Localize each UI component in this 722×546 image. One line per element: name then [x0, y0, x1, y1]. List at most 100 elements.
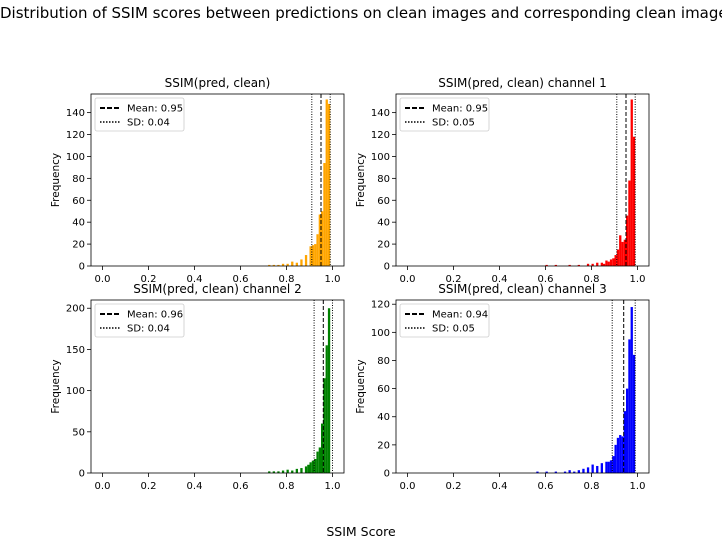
histogram-bar	[596, 262, 599, 266]
legend-box	[399, 303, 490, 338]
y-tick-label: 40	[377, 218, 390, 229]
histogram-bar	[327, 103, 331, 267]
axes-frame	[90, 93, 345, 267]
histogram-bar	[291, 261, 294, 266]
histogram-bar	[632, 136, 636, 266]
y-tick-label: 20	[377, 240, 390, 251]
histogram-bar	[281, 263, 285, 266]
histogram-bar	[607, 461, 610, 473]
histogram-bar	[573, 471, 576, 473]
histogram-bar	[554, 264, 557, 266]
panel-title: SSIM(pred, clean) channel 3	[438, 282, 606, 296]
y-tick-label: 40	[377, 412, 390, 423]
axes-frame	[395, 299, 650, 474]
x-tick-label: 0.2	[446, 481, 462, 492]
histogram-bar	[619, 235, 622, 266]
histogram-bar	[300, 468, 303, 473]
histogram-bar	[609, 259, 613, 266]
y-tick-label: 0	[384, 262, 390, 273]
x-tick-label: 0.6	[233, 481, 249, 492]
histogram-bar	[603, 263, 606, 266]
y-tick-label: 100	[371, 152, 390, 163]
histogram-bar	[623, 239, 626, 266]
histogram-bar	[545, 471, 548, 473]
x-tick-label: 1.0	[325, 481, 341, 492]
histogram-bar	[309, 462, 312, 473]
legend: Mean: 0.94 SD: 0.05	[399, 303, 490, 338]
histogram-bar	[628, 180, 631, 266]
histogram-panel-3: 0.0 0.2 0.4 0.6 0.8 1.0 0 50 100 150 200 SSIM(pred,…	[50, 282, 345, 492]
histogram-bar	[577, 470, 580, 473]
x-tick-label: 0.2	[141, 481, 157, 492]
legend-mean-label: Mean: 0.94	[432, 310, 488, 321]
y-tick-label: 120	[371, 130, 390, 141]
histogram-bar	[616, 437, 620, 473]
y-tick-label: 100	[66, 386, 85, 397]
y-tick-label: 20	[72, 240, 85, 251]
y-tick-label: 20	[377, 440, 390, 451]
axes-frame	[90, 299, 345, 474]
y-tick-label: 80	[72, 174, 85, 185]
histogram-bar	[321, 423, 324, 473]
legend-mean-label: Mean: 0.96	[127, 310, 183, 321]
histogram-bar	[623, 411, 626, 473]
histogram-bar	[536, 471, 539, 473]
histogram-bar	[568, 264, 571, 266]
y-tick-label: 140	[66, 108, 85, 119]
histogram-bar	[272, 264, 275, 266]
histogram-bar	[628, 339, 631, 473]
x-tick-label: 0.6	[538, 274, 554, 285]
y-tick-label: 60	[377, 196, 390, 207]
x-tick-label: 0.2	[446, 274, 462, 285]
histogram-bar	[311, 245, 315, 266]
y-tick-label: 80	[377, 174, 390, 185]
y-tick-label: 0	[79, 469, 85, 480]
histogram-bar	[295, 468, 298, 473]
x-tick-label: 0.4	[492, 481, 508, 492]
histogram-bar	[630, 307, 633, 473]
histogram-bar	[272, 471, 275, 473]
x-tick-label: 0.0	[95, 274, 111, 285]
y-tick-label: 120	[371, 300, 390, 311]
y-axis-label: Frequency	[50, 359, 62, 413]
y-tick-label: 60	[72, 196, 85, 207]
x-tick-label: 0.8	[279, 274, 295, 285]
histogram-bar	[286, 263, 289, 266]
legend-box	[94, 97, 185, 132]
histogram-bar	[268, 264, 271, 266]
histogram-bar	[586, 467, 590, 473]
histogram-bar	[309, 246, 312, 266]
legend: Mean: 0.95 SD: 0.05	[399, 97, 490, 132]
histogram-bar	[626, 215, 629, 266]
y-axis-label: Frequency	[355, 153, 367, 207]
legend-mean-label: Mean: 0.95	[432, 104, 488, 115]
histogram-bar	[577, 264, 580, 266]
histogram-bar	[316, 234, 319, 266]
histogram-bar	[600, 262, 603, 266]
histogram-bar	[545, 264, 548, 266]
histogram-bar	[600, 463, 603, 473]
legend-sd-label: SD: 0.04	[127, 118, 170, 129]
histogram-bar	[596, 465, 599, 473]
histogram-bar	[311, 460, 315, 473]
histogram-bar	[281, 470, 285, 473]
legend-sd-label: SD: 0.05	[432, 324, 475, 335]
y-tick-label: 80	[377, 356, 390, 367]
legend-box	[94, 303, 185, 338]
panel-title: SSIM(pred, clean) channel 1	[438, 76, 606, 90]
histogram-bar	[314, 244, 317, 266]
x-tick-label: 1.0	[630, 481, 646, 492]
histogram-bar	[609, 460, 613, 473]
histogram-bar	[630, 99, 633, 266]
y-tick-label: 100	[66, 152, 85, 163]
x-tick-label: 0.6	[538, 481, 554, 492]
x-tick-label: 1.0	[630, 274, 646, 285]
y-tick-label: 100	[371, 328, 390, 339]
x-tick-label: 1.0	[325, 274, 341, 285]
panel-title: SSIM(pred, clean)	[165, 76, 271, 90]
histogram-bar	[277, 471, 280, 473]
histogram-bar	[318, 214, 321, 266]
histogram-bar	[605, 260, 608, 266]
x-tick-label: 0.4	[187, 481, 203, 492]
